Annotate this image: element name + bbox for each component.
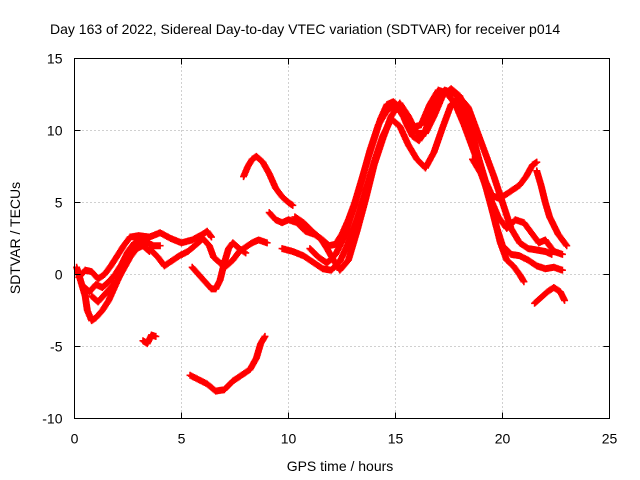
series-track-n — [469, 155, 566, 258]
series-track-f — [188, 239, 250, 293]
x-tick-label: 15 — [388, 431, 404, 447]
series-track-i — [240, 152, 297, 209]
series-track-d — [88, 242, 153, 306]
x-tick-label: 0 — [71, 431, 79, 447]
axis-ticks: 0 5 10 15 20 25 -10 -5 0 5 10 15 — [42, 51, 617, 447]
series-markers — [531, 283, 569, 307]
y-tick-label: -10 — [42, 411, 62, 427]
x-tick-label: 25 — [602, 431, 618, 447]
plot-frame — [74, 58, 610, 419]
series-markers — [291, 85, 528, 286]
y-tick-label: 15 — [47, 51, 63, 67]
data-series — [73, 85, 571, 395]
chart-title: Day 163 of 2022, Sidereal Day-to-day VTE… — [50, 21, 560, 37]
series-markers — [240, 152, 297, 209]
series-track-k — [278, 93, 556, 274]
y-axis-title: SDTVAR / TECUs — [7, 182, 23, 294]
series-markers — [139, 331, 160, 348]
series-track-l — [291, 85, 528, 286]
series-track-c — [79, 236, 164, 296]
series-track-p — [531, 283, 569, 307]
series-markers — [75, 227, 215, 283]
series-track-h — [186, 332, 269, 395]
series-markers — [188, 239, 250, 293]
series-markers — [469, 155, 566, 258]
series-track-g — [139, 331, 160, 348]
series-markers — [79, 236, 164, 296]
series-markers — [186, 332, 269, 395]
series-markers — [145, 235, 271, 270]
series-markers — [278, 93, 556, 274]
series-track-m — [306, 86, 566, 274]
y-tick-label: -5 — [50, 339, 63, 355]
x-axis-title: GPS time / hours — [287, 458, 394, 474]
series-markers — [533, 167, 571, 250]
x-tick-label: 10 — [281, 431, 297, 447]
x-tick-label: 5 — [178, 431, 186, 447]
y-tick-label: 5 — [55, 195, 63, 211]
series-track-e — [145, 235, 271, 270]
y-tick-label: 0 — [55, 267, 63, 283]
series-markers — [88, 242, 153, 306]
series-track-o — [533, 167, 571, 250]
x-tick-label: 20 — [495, 431, 511, 447]
y-tick-label: 10 — [47, 123, 63, 139]
series-track-b — [75, 227, 215, 283]
